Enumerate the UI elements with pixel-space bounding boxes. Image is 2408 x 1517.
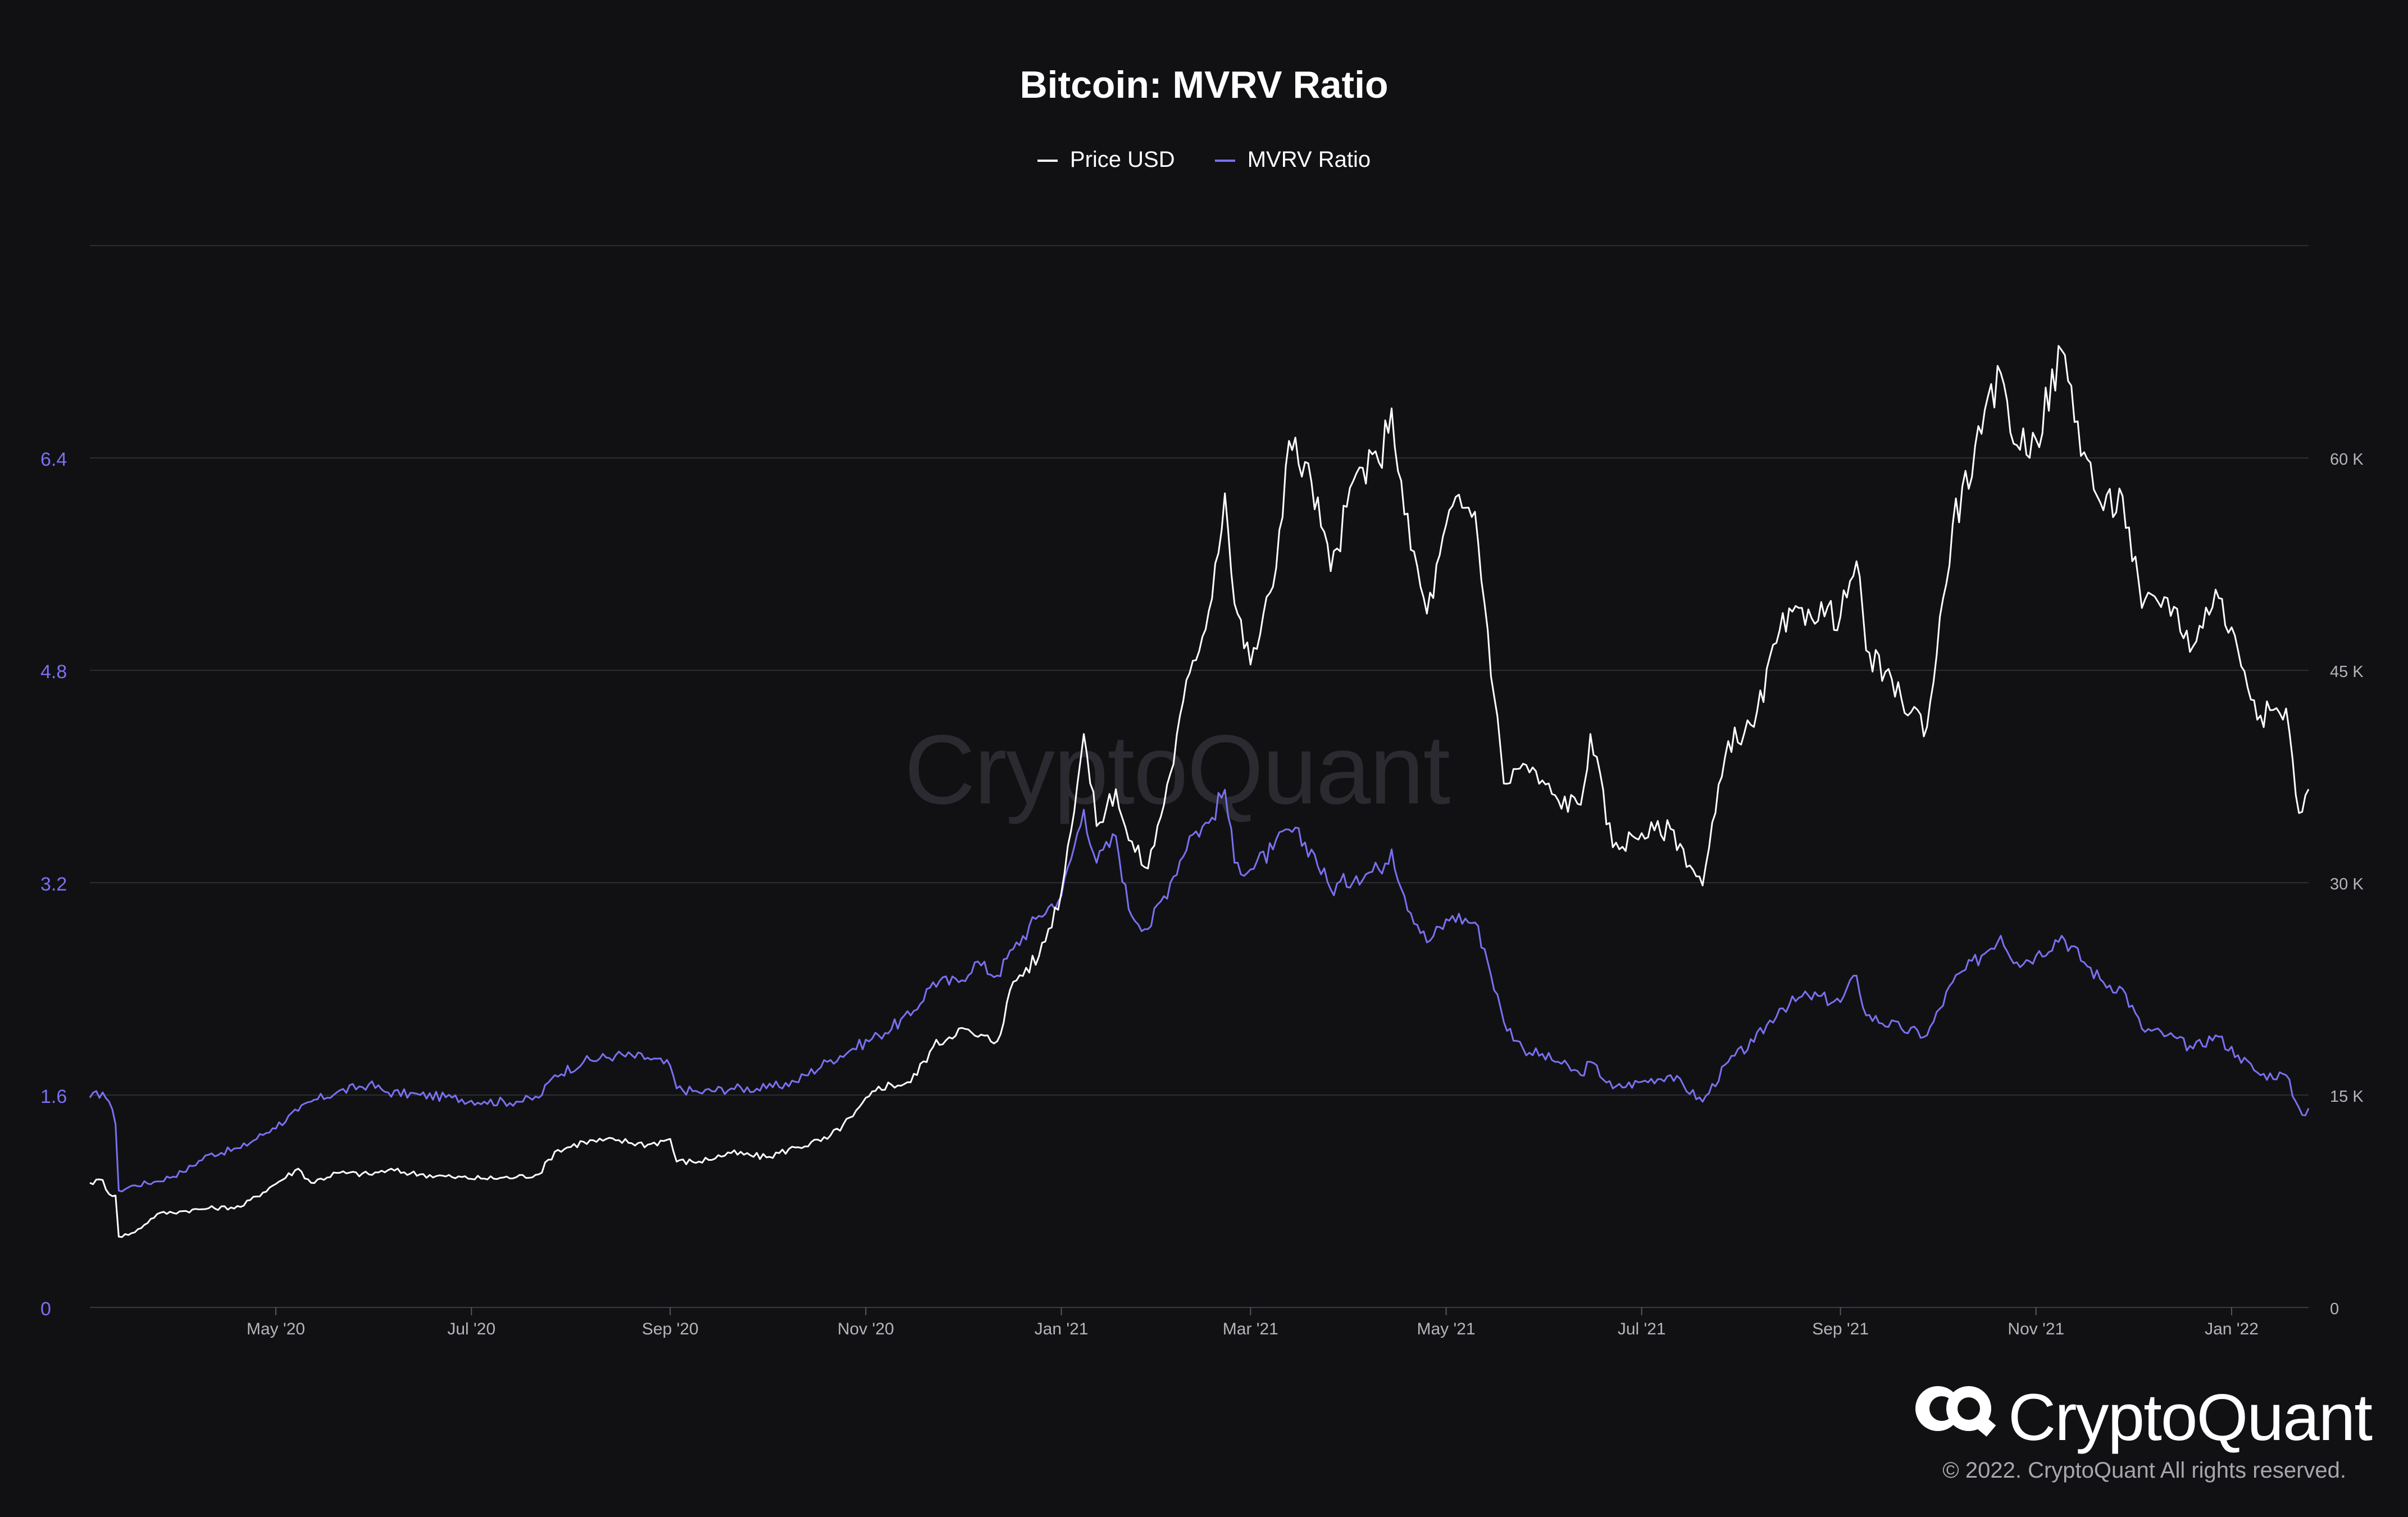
brand-logo: CryptoQuant (1913, 1379, 2373, 1455)
x-tick-label: Nov '21 (2008, 1320, 2064, 1338)
x-tick-label: Nov '20 (837, 1320, 894, 1338)
copyright-text: © 2022. CryptoQuant All rights reserved. (1942, 1458, 2346, 1483)
legend-label-price: Price USD (1069, 147, 1175, 172)
mvrv-ratio-line (89, 789, 2310, 1193)
x-tick-label: Sep '21 (1812, 1320, 1869, 1338)
y-right-tick-label: 15 K (2330, 1088, 2364, 1106)
legend-item-mvrv[interactable]: MVRV Ratio (1214, 147, 1371, 172)
x-tick-label: Jan '21 (1035, 1320, 1089, 1338)
x-tick-label: Jan '22 (2205, 1320, 2259, 1338)
brand-name: CryptoQuant (2008, 1380, 2373, 1455)
y-left-tick-label: 3.2 (40, 874, 67, 895)
x-tick-label: May '21 (1417, 1320, 1475, 1338)
y-right-tick-label: 60 K (2330, 451, 2364, 469)
y-left-tick-label: 1.6 (40, 1086, 67, 1107)
x-tick-label: Jul '20 (447, 1320, 495, 1338)
legend-item-price[interactable]: Price USD (1037, 147, 1175, 172)
x-tick-label: Mar '21 (1223, 1320, 1278, 1338)
y-right-tick-label: 0 (2330, 1300, 2339, 1318)
legend-label-mvrv: MVRV Ratio (1247, 147, 1371, 172)
y-right-tick-label: 45 K (2330, 663, 2364, 681)
legend-swatch-price (1037, 160, 1058, 162)
y-right-tick-label: 30 K (2330, 875, 2364, 893)
y-left-tick-label: 6.4 (40, 449, 67, 470)
legend-swatch-mvrv (1214, 160, 1235, 162)
x-tick-label: Jul '21 (1618, 1320, 1666, 1338)
cryptoquant-logo-icon (1915, 1386, 1996, 1437)
x-tick-label: May '20 (247, 1320, 305, 1338)
chart-title: Bitcoin: MVRV Ratio (1019, 63, 1389, 106)
y-left-tick-label: 4.8 (40, 661, 67, 683)
y-left-tick-label: 0 (40, 1298, 51, 1320)
x-tick-label: Sep '20 (642, 1320, 699, 1338)
chart-legend: Price USD MVRV Ratio (0, 147, 2408, 172)
price-usd-line (89, 345, 2310, 1238)
